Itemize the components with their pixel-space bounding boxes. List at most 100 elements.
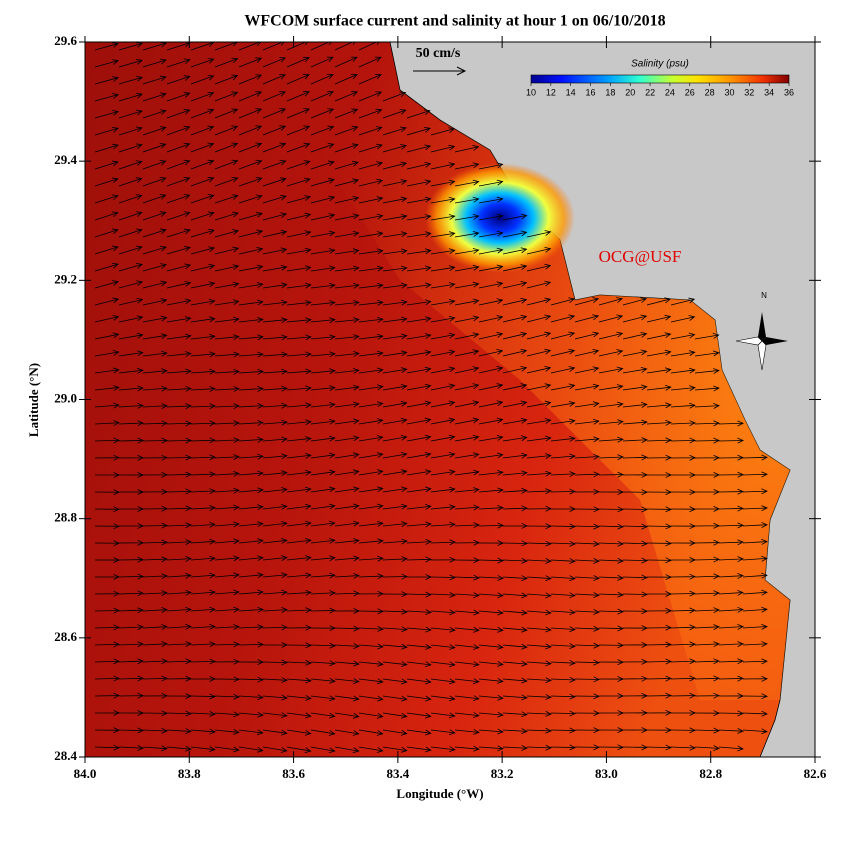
current-arrow	[358, 299, 384, 306]
current-arrow	[166, 211, 191, 221]
current-arrow	[718, 658, 744, 665]
current-arrow	[190, 316, 216, 323]
current-arrow	[142, 573, 168, 580]
current-arrow	[190, 403, 216, 410]
current-arrow	[214, 437, 240, 444]
current-arrow	[430, 162, 456, 170]
current-arrow	[334, 608, 360, 614]
current-arrow	[262, 436, 288, 443]
current-arrow	[94, 59, 120, 68]
current-arrow	[526, 366, 552, 374]
current-arrow	[502, 314, 528, 323]
current-arrow	[286, 402, 312, 409]
current-arrow	[190, 488, 216, 495]
current-arrow	[310, 418, 336, 425]
current-arrow	[190, 711, 216, 717]
compass-rose	[735, 312, 788, 371]
current-arrow	[334, 282, 360, 289]
current-arrow	[622, 437, 648, 443]
current-arrow	[262, 677, 288, 683]
current-arrow	[598, 384, 624, 391]
current-arrow	[526, 643, 552, 650]
current-arrow	[670, 744, 696, 751]
current-arrow	[478, 332, 504, 340]
current-arrow	[166, 710, 192, 717]
current-arrow	[334, 729, 360, 736]
current-arrow	[166, 280, 192, 289]
current-arrow	[94, 675, 120, 682]
current-arrow	[694, 556, 720, 563]
current-arrow	[334, 178, 360, 187]
current-arrow	[718, 728, 744, 734]
current-arrow	[646, 454, 672, 461]
current-arrow	[310, 73, 334, 85]
current-arrow	[502, 264, 528, 272]
current-arrow	[550, 592, 576, 599]
current-arrow	[334, 746, 360, 754]
current-arrow	[238, 194, 263, 204]
current-arrow	[526, 558, 552, 564]
current-arrow	[262, 419, 288, 426]
current-arrow	[694, 624, 720, 631]
current-arrow	[742, 505, 768, 512]
current-arrow	[166, 176, 191, 187]
current-arrow	[190, 142, 215, 153]
current-arrow	[238, 624, 264, 631]
colorbar-tick-label: 22	[645, 87, 655, 97]
current-arrow	[94, 76, 120, 85]
current-arrow	[502, 522, 528, 529]
current-arrow	[262, 160, 287, 170]
current-arrow	[454, 745, 480, 752]
current-arrow	[502, 452, 528, 459]
current-arrow	[646, 419, 672, 426]
current-arrow	[598, 314, 624, 323]
current-arrow	[742, 675, 768, 682]
current-arrow	[550, 471, 576, 477]
current-arrow	[262, 487, 288, 493]
current-arrow	[358, 608, 384, 615]
current-arrow	[382, 469, 408, 476]
current-arrow	[334, 265, 360, 272]
current-arrow	[694, 368, 720, 374]
current-arrow	[286, 282, 312, 289]
current-arrow	[166, 539, 192, 545]
current-arrow	[694, 607, 720, 614]
current-arrow	[358, 316, 384, 323]
current-arrow	[382, 384, 408, 391]
current-arrow	[670, 607, 696, 614]
current-arrow	[94, 420, 120, 426]
current-arrow	[238, 470, 264, 477]
current-arrow	[166, 522, 192, 529]
current-arrow	[478, 592, 504, 599]
current-arrow	[214, 264, 240, 272]
current-arrow	[526, 609, 552, 616]
current-arrow	[574, 710, 600, 717]
current-arrow	[382, 538, 408, 545]
current-arrow	[118, 160, 143, 170]
current-arrow	[598, 506, 624, 513]
current-arrow	[598, 366, 624, 374]
current-arrow	[694, 692, 720, 699]
current-arrow	[694, 420, 720, 427]
current-arrow	[262, 282, 288, 289]
current-arrow	[118, 590, 144, 597]
current-arrow	[286, 73, 310, 85]
current-arrow	[670, 624, 696, 631]
current-arrow	[334, 56, 358, 68]
current-arrow	[406, 366, 432, 374]
current-arrow	[94, 93, 120, 102]
current-arrow	[718, 437, 744, 444]
current-arrow	[238, 212, 263, 221]
axes: 84.0 83.8 83.6 83.4 83.2 83.0 82.8 82.6 28.4 28.6…	[54, 33, 827, 781]
current-arrow	[334, 73, 358, 85]
current-arrow	[142, 385, 168, 392]
current-arrow	[670, 420, 696, 427]
current-arrow	[334, 125, 359, 136]
current-arrow	[478, 609, 504, 616]
current-arrow	[718, 488, 744, 495]
current-arrow	[526, 727, 552, 734]
current-arrow	[94, 245, 119, 255]
current-arrow	[598, 436, 624, 443]
current-arrow	[166, 351, 192, 357]
current-arrow	[574, 523, 600, 530]
